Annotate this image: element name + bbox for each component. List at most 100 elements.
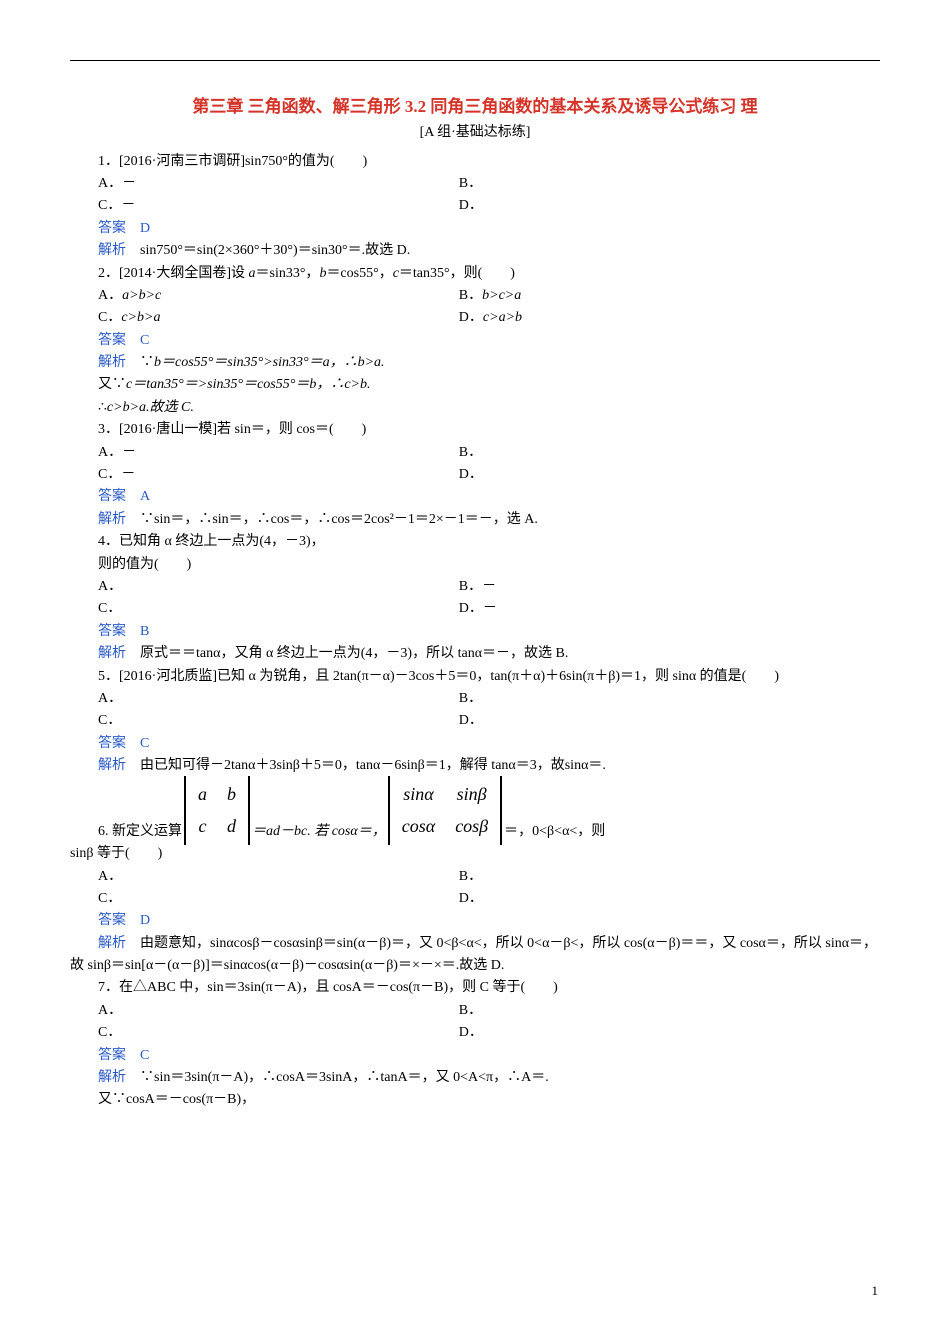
q2-explanation-3: ∴c>b>a.故选 C. bbox=[70, 397, 880, 419]
det2-table: sinαsinβ cosαcosβ bbox=[392, 778, 498, 844]
q2-stem: 2．[2014·大纲全国卷]设 a＝sin33°，b＝cos55°，c＝tan3… bbox=[70, 263, 880, 285]
q4-explanation-text: 原式＝＝tanα，又角 α 终边上一点为(4，－3)，所以 tanα＝－，故选 … bbox=[140, 646, 568, 661]
answer-label: 答案 bbox=[98, 489, 126, 504]
q6-stem-pre: 6. 新定义运算 bbox=[98, 821, 182, 843]
q3-stem: 3．[2016·唐山一模]若 sin＝，则 cos＝( ) bbox=[70, 419, 880, 441]
q7-options-row2: C． D． bbox=[70, 1022, 880, 1044]
q3-opt-a: A．－ bbox=[70, 442, 459, 464]
q7-answer: 答案 C bbox=[70, 1045, 880, 1067]
q2-a-val: a>b>c bbox=[122, 288, 161, 303]
q2-expl1-pre: ∵ bbox=[140, 355, 154, 370]
q6-answer-value: D bbox=[140, 913, 150, 928]
q2-opt-d: D．c>a>b bbox=[459, 307, 848, 329]
q4-stem-1: 4．已知角 α 终边上一点为(4，－3)， bbox=[70, 531, 880, 553]
q4-answer: 答案 B bbox=[70, 621, 880, 643]
q3-opt-d: D． bbox=[459, 464, 848, 486]
det1-table: ab cd bbox=[188, 778, 246, 844]
q2-answer: 答案 C bbox=[70, 330, 880, 352]
q4-explanation: 解析 原式＝＝tanα，又角 α 终边上一点为(4，－3)，所以 tanα＝－，… bbox=[70, 643, 880, 665]
q3-answer-value: A bbox=[140, 489, 150, 504]
q2-expl1: b＝cos55°＝sin35°>sin33°＝a，∴b>a. bbox=[154, 355, 385, 370]
q6-stem: 6. 新定义运算 ab cd ＝ad－bc. 若 cosα＝， sinαsinβ… bbox=[98, 778, 880, 844]
det1-r2c1: c bbox=[188, 810, 217, 843]
q6-explanation-text: 由题意知，sinαcosβ－cosαsinβ＝sin(α－β)＝，又 0<β<α… bbox=[70, 936, 877, 973]
q1-options-row2: C．－ D． bbox=[70, 195, 880, 217]
q5-stem: 5．[2016·河北质监]已知 α 为锐角，且 2tan(π－α)－3cos＋5… bbox=[70, 666, 880, 688]
q2-explanation-1: 解析 ∵b＝cos55°＝sin35°>sin33°＝a，∴b>a. bbox=[70, 352, 880, 374]
q4-options-row1: A． B．－ bbox=[70, 576, 880, 598]
q6-options-row1: A． B． bbox=[70, 866, 880, 888]
q2-expl2-pre: 又∵ bbox=[98, 377, 126, 392]
q7-explanation-2: 又∵cosA＝－cos(π－B)， bbox=[70, 1089, 880, 1111]
explanation-label: 解析 bbox=[98, 646, 126, 661]
q2-opt-c: C．c>b>a bbox=[70, 307, 459, 329]
q2-answer-value: C bbox=[140, 333, 149, 348]
q5-explanation-text: 由已知可得－2tanα＋3sinβ＋5＝0，tanα－6sinβ＝1，解得 ta… bbox=[140, 758, 606, 773]
q7-explanation-1: 解析 ∵sin＝3sin(π－A)，∴cosA＝3sinA，∴tanA＝，又 0… bbox=[70, 1067, 880, 1089]
q2-c-val: c>b>a bbox=[121, 310, 160, 325]
q3-answer: 答案 A bbox=[70, 486, 880, 508]
q4-opt-a: A． bbox=[70, 576, 459, 598]
q7-options-row1: A． B． bbox=[70, 1000, 880, 1022]
page: 第三章 三角函数、解三角形 3.2 同角三角函数的基本关系及诱导公式练习 理 [… bbox=[0, 0, 950, 1344]
det2-r2c1: cosα bbox=[392, 810, 445, 843]
chapter-title: 第三章 三角函数、解三角形 3.2 同角三角函数的基本关系及诱导公式练习 理 bbox=[70, 93, 880, 120]
q6-stem-end: ＝，0<β<α<，则 bbox=[504, 821, 605, 843]
q5-answer-value: C bbox=[140, 736, 149, 751]
q2-expl2: c＝tan35°＝>sin35°＝cos55°＝b，∴c>b. bbox=[126, 377, 371, 392]
q3-options-row1: A．－ B． bbox=[70, 442, 880, 464]
determinant-1: ab cd bbox=[184, 778, 250, 844]
q5-answer: 答案 C bbox=[70, 733, 880, 755]
q2-c-pre: C． bbox=[98, 310, 121, 325]
q6-explanation: 解析 由题意知，sinαcosβ－cosαsinβ＝sin(α－β)＝，又 0<… bbox=[70, 933, 880, 978]
q7-stem: 7．在△ABC 中，sin＝3sin(π－A)，且 cosA＝－cos(π－B)… bbox=[70, 977, 880, 999]
q6-stem-2: sinβ 等于( ) bbox=[70, 843, 880, 865]
q6-options-row2: C． D． bbox=[70, 888, 880, 910]
explanation-label: 解析 bbox=[98, 936, 126, 951]
q7-opt-c: C． bbox=[70, 1022, 459, 1044]
q4-opt-b: B．－ bbox=[459, 576, 848, 598]
group-label: [A 组·基础达标练] bbox=[70, 122, 880, 144]
q2-options-row1: A．a>b>c B．b>c>a bbox=[70, 285, 880, 307]
answer-label: 答案 bbox=[98, 333, 126, 348]
q2-stem-mid: ＝sin33°， bbox=[256, 266, 320, 281]
q2-stem-pre: 2．[2014·大纲全国卷]设 bbox=[98, 266, 249, 281]
q4-stem-2: 则的值为( ) bbox=[70, 554, 880, 576]
q5-opt-a: A． bbox=[70, 688, 459, 710]
q3-opt-b: B． bbox=[459, 442, 848, 464]
explanation-label: 解析 bbox=[98, 758, 126, 773]
q1-opt-d: D． bbox=[459, 195, 848, 217]
det2-r1c1: sinα bbox=[392, 778, 445, 811]
q1-opt-a: A．－ bbox=[70, 173, 459, 195]
q6-opt-a: A． bbox=[70, 866, 459, 888]
q2-stem-end: ＝tan35°，则( ) bbox=[399, 266, 515, 281]
q6-opt-c: C． bbox=[70, 888, 459, 910]
answer-label: 答案 bbox=[98, 736, 126, 751]
q1-opt-c: C．－ bbox=[70, 195, 459, 217]
q7-answer-value: C bbox=[140, 1048, 149, 1063]
q5-opt-c: C． bbox=[70, 710, 459, 732]
q2-expl3: c>b>a.故选 C. bbox=[107, 400, 194, 415]
q3-explanation: 解析 ∵sin＝，∴sin＝，∴cos＝，∴cos＝2cos²－1＝2×－1＝－… bbox=[70, 509, 880, 531]
q5-options-row1: A． B． bbox=[70, 688, 880, 710]
header-rule bbox=[70, 60, 880, 61]
determinant-2: sinαsinβ cosαcosβ bbox=[388, 778, 502, 844]
q2-opt-a: A．a>b>c bbox=[70, 285, 459, 307]
q1-answer: 答案 D bbox=[70, 218, 880, 240]
explanation-label: 解析 bbox=[98, 355, 126, 370]
q6-stem-mid: ＝ad－bc. 若 cosα＝， bbox=[252, 821, 386, 843]
q4-opt-c: C． bbox=[70, 598, 459, 620]
q7-opt-d: D． bbox=[459, 1022, 848, 1044]
q2-explanation-2: 又∵c＝tan35°＝>sin35°＝cos55°＝b，∴c>b. bbox=[70, 374, 880, 396]
explanation-label: 解析 bbox=[98, 512, 126, 527]
explanation-label: 解析 bbox=[98, 243, 126, 258]
q5-opt-d: D． bbox=[459, 710, 848, 732]
answer-label: 答案 bbox=[98, 221, 126, 236]
answer-label: 答案 bbox=[98, 913, 126, 928]
q2-stem-mid2: ＝cos55°， bbox=[326, 266, 392, 281]
q1-explanation: 解析 sin750°＝sin(2×360°＋30°)＝sin30°＝.故选 D. bbox=[70, 240, 880, 262]
q5-explanation: 解析 由已知可得－2tanα＋3sinβ＋5＝0，tanα－6sinβ＝1，解得… bbox=[70, 755, 880, 777]
q2-b-pre: B． bbox=[459, 288, 482, 303]
q6-opt-b: B． bbox=[459, 866, 848, 888]
q4-answer-value: B bbox=[140, 624, 149, 639]
